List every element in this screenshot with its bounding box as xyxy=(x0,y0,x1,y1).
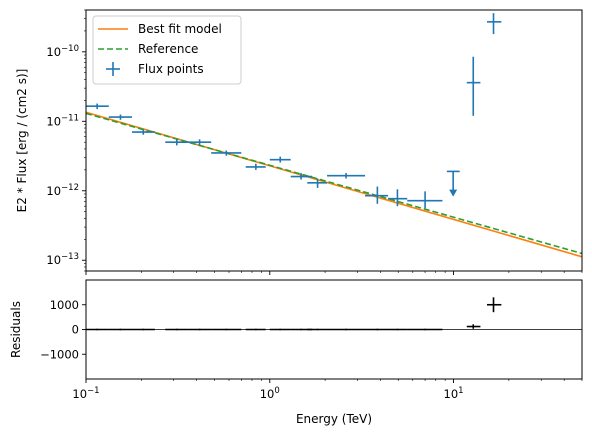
flux-point xyxy=(86,103,109,110)
flux-point xyxy=(466,56,481,116)
legend-entry: Reference xyxy=(98,42,198,56)
flux-upper-limit xyxy=(446,170,460,197)
residual-point xyxy=(307,328,328,331)
flux-point xyxy=(290,173,313,180)
residual-point xyxy=(165,328,189,331)
down-arrow-icon xyxy=(449,189,458,197)
legend-box xyxy=(92,15,242,85)
y-tick-label: 10−12 xyxy=(46,183,79,198)
y-tick-label: 10−13 xyxy=(46,252,79,267)
legend: Best fit model Reference Flux points xyxy=(92,15,242,85)
flux-x-ticks xyxy=(85,271,583,275)
residual-point xyxy=(466,324,481,329)
residuals-x-ticks: 10−1 100 101 xyxy=(72,379,583,401)
flux-panel-frame xyxy=(85,9,583,272)
residual-point xyxy=(388,328,408,331)
legend-label: Reference xyxy=(138,42,198,56)
legend-label: Flux points xyxy=(138,62,204,76)
flux-point xyxy=(365,186,389,204)
y-tick-label: 10−11 xyxy=(46,113,79,128)
legend-label: Best fit model xyxy=(138,22,222,36)
flux-point xyxy=(486,13,502,35)
flux-point xyxy=(108,114,133,120)
x-tick-label: 10−1 xyxy=(72,386,99,401)
residual-y-tick-label: −1000 xyxy=(40,347,79,361)
flux-point xyxy=(307,178,328,188)
reference-line xyxy=(85,112,583,255)
legend-entries: Best fit model Reference Flux points xyxy=(98,22,222,76)
residual-point xyxy=(188,328,212,331)
flux-point xyxy=(165,139,189,146)
flux-point xyxy=(211,150,242,156)
flux-point xyxy=(245,163,266,170)
residual-point xyxy=(327,328,366,331)
flux-point xyxy=(407,191,443,209)
flux-point xyxy=(269,156,291,163)
flux-point xyxy=(327,173,366,179)
legend-entry: Best fit model xyxy=(98,22,222,36)
flux-point xyxy=(388,189,408,207)
residuals-y-ticks: −1000 0 1000 xyxy=(40,298,86,361)
flux-point xyxy=(188,139,212,146)
flux-y-axis-label: E2 * Flux [erg / (cm2 s)] xyxy=(15,69,29,213)
legend-entry: Flux points xyxy=(106,62,204,76)
x-tick-label: 100 xyxy=(260,386,280,401)
residual-point xyxy=(245,328,266,331)
flux-panel: 10−13 10−12 10−11 10−10 E2 * Flux [erg / (c… xyxy=(15,9,583,275)
residual-y-tick-label: 1000 xyxy=(50,298,79,312)
residual-point xyxy=(211,328,242,331)
x-tick-label: 101 xyxy=(444,386,464,401)
x-axis-label: Energy (TeV) xyxy=(296,412,372,426)
residual-point xyxy=(132,328,155,331)
residuals-y-axis-label: Residuals xyxy=(9,301,23,358)
residual-y-tick-label: 0 xyxy=(72,323,79,337)
residuals-panel: −1000 0 1000 10−1 100 101 Residuals Energy (… xyxy=(9,279,583,426)
residual-point xyxy=(86,328,109,331)
flux-series xyxy=(85,13,583,258)
residuals-series xyxy=(86,297,502,331)
residual-point xyxy=(269,328,291,331)
residual-point xyxy=(108,328,133,331)
residual-point xyxy=(365,328,389,331)
flux-y-ticks: 10−13 10−12 10−11 10−10 xyxy=(46,9,86,272)
residual-point xyxy=(486,297,502,313)
residual-point xyxy=(407,328,443,331)
flux-point xyxy=(132,129,155,135)
y-tick-label: 10−10 xyxy=(46,44,79,59)
